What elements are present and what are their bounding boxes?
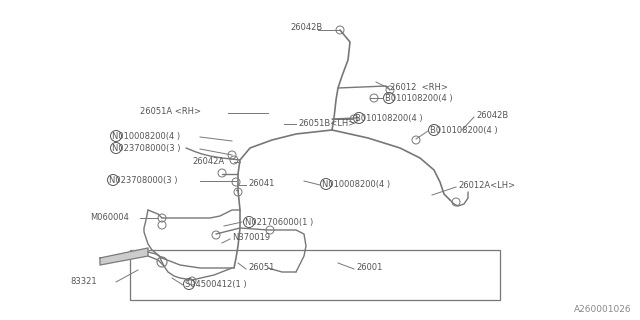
Text: B010108200(4 ): B010108200(4 ) — [385, 93, 452, 102]
Text: 26042B: 26042B — [290, 23, 323, 33]
Text: S04500412(1 ): S04500412(1 ) — [185, 279, 246, 289]
Text: 26051A <RH>: 26051A <RH> — [140, 108, 201, 116]
Text: N021706000(1 ): N021706000(1 ) — [245, 218, 313, 227]
Text: N023708000(3 ): N023708000(3 ) — [112, 143, 180, 153]
Text: N010008200(4 ): N010008200(4 ) — [112, 132, 180, 140]
Text: 26042A: 26042A — [192, 157, 224, 166]
Text: 26042B: 26042B — [476, 111, 508, 121]
Text: 26051: 26051 — [248, 263, 275, 273]
Text: A260001026: A260001026 — [574, 305, 632, 314]
Text: 26041: 26041 — [248, 180, 275, 188]
Bar — [130, 250, 500, 300]
Text: 26051B<LH>: 26051B<LH> — [298, 119, 355, 129]
Text: N023708000(3 ): N023708000(3 ) — [109, 175, 177, 185]
Text: B010108200(4 ): B010108200(4 ) — [355, 114, 422, 123]
Text: M060004: M060004 — [90, 213, 129, 222]
Text: N010008200(4 ): N010008200(4 ) — [322, 180, 390, 188]
Text: N370019: N370019 — [232, 234, 270, 243]
Polygon shape — [100, 248, 148, 265]
Text: 83321: 83321 — [70, 277, 97, 286]
Text: 26012  <RH>: 26012 <RH> — [390, 84, 448, 92]
Text: 26012A<LH>: 26012A<LH> — [458, 181, 515, 190]
Text: B010108200(4 ): B010108200(4 ) — [430, 125, 498, 134]
Text: 26001: 26001 — [356, 263, 382, 273]
